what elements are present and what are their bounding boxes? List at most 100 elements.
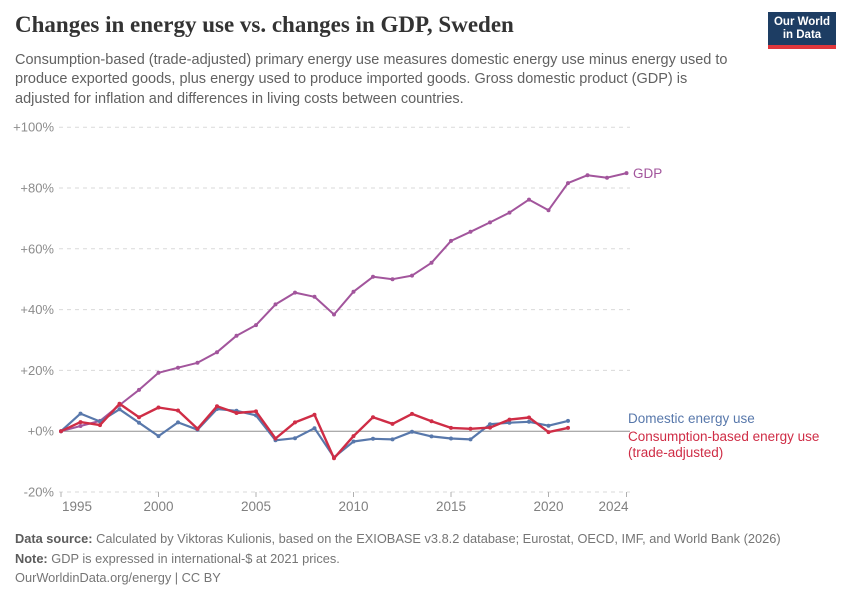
ytick-label--20: -20% <box>24 485 55 500</box>
data-point <box>488 220 492 225</box>
data-point <box>98 423 102 428</box>
data-point <box>624 171 629 176</box>
data-point <box>507 420 512 425</box>
data-point <box>332 312 336 317</box>
owid-logo: Our World in Data <box>768 12 836 49</box>
data-point <box>293 420 297 425</box>
data-point <box>371 436 375 441</box>
data-point <box>332 456 336 461</box>
data-point <box>449 425 453 430</box>
xtick-label-2000: 2000 <box>143 499 173 514</box>
footer-note-label: Note: <box>15 550 48 566</box>
data-point <box>137 415 141 420</box>
data-point <box>215 404 219 409</box>
series-label-consumption-based-energy-use: Consumption-based energy use <box>628 429 819 444</box>
data-point <box>293 290 297 295</box>
ytick-label-40: +40% <box>20 302 54 317</box>
xtick-label-2020: 2020 <box>533 499 563 514</box>
footer-license: OurWorldinData.org/energy | CC BY <box>15 570 221 585</box>
data-point <box>234 333 239 338</box>
page-title: Changes in energy use vs. changes in GDP… <box>15 12 514 37</box>
data-point <box>566 425 570 430</box>
data-point <box>273 436 278 441</box>
data-point <box>312 412 317 417</box>
data-point <box>254 323 258 328</box>
footer-datasource-text: Calculated by Viktoras Kulionis, based o… <box>96 531 781 546</box>
data-point <box>312 426 317 431</box>
data-point <box>546 423 551 428</box>
data-point <box>273 302 278 307</box>
data-point <box>429 260 434 265</box>
data-point <box>117 401 122 406</box>
series-line-gdp[interactable] <box>60 172 628 433</box>
chart-subtitle: Consumption-based (trade-adjusted) prima… <box>15 52 728 107</box>
data-point <box>390 437 395 442</box>
data-point <box>488 425 492 430</box>
data-point <box>156 370 161 375</box>
xtick-label-2005: 2005 <box>241 499 271 514</box>
footer-datasource: Data source: Calculated by Viktoras Kuli… <box>15 529 781 549</box>
owid-logo-stripe <box>768 45 836 49</box>
data-point <box>293 436 297 441</box>
data-point <box>488 422 492 427</box>
data-point <box>351 439 356 444</box>
data-point <box>351 289 356 294</box>
footer-note-text: GDP is expressed in international-$ at 2… <box>51 550 340 566</box>
data-point <box>410 429 414 434</box>
ytick-label-20: +20% <box>20 363 54 378</box>
data-point <box>410 273 414 278</box>
data-point <box>468 437 473 442</box>
data-point <box>254 409 258 414</box>
data-point <box>507 210 512 215</box>
data-point <box>507 417 512 422</box>
data-point <box>390 421 395 426</box>
data-point <box>176 408 180 413</box>
data-point <box>468 229 473 234</box>
data-point <box>234 411 239 415</box>
data-point <box>527 197 531 202</box>
footer-note: Note: GDP is expressed in international-… <box>15 549 781 569</box>
ytick-label-0: +0% <box>28 424 55 439</box>
series-label-gdp: GDP <box>633 166 662 181</box>
data-point <box>156 405 161 410</box>
xtick-label-2015: 2015 <box>436 499 466 514</box>
data-point <box>527 419 531 424</box>
data-point <box>117 407 122 412</box>
data-point <box>176 420 180 425</box>
data-point <box>468 426 473 431</box>
footer-datasource-label: Data source: <box>15 531 93 546</box>
data-point <box>390 277 395 282</box>
data-point <box>195 426 200 431</box>
data-point <box>371 415 375 420</box>
data-point <box>215 350 219 355</box>
data-point <box>410 411 414 416</box>
data-point <box>59 429 63 434</box>
data-point <box>566 181 570 186</box>
data-point <box>371 274 375 279</box>
xtick-label-2010: 2010 <box>338 499 368 514</box>
series-label-consumption-based-energy-use-line2: (trade-adjusted) <box>628 445 723 460</box>
data-point <box>176 365 180 370</box>
data-point <box>449 238 453 243</box>
data-point <box>546 430 551 435</box>
chart-footer: Data source: Calculated by Viktoras Kuli… <box>15 529 781 588</box>
series-label-domestic-energy-use: Domestic energy use <box>628 411 755 426</box>
data-point <box>527 415 531 420</box>
data-point <box>195 360 200 365</box>
data-point <box>585 173 590 178</box>
ytick-label-60: +60% <box>20 241 54 256</box>
data-point <box>312 294 317 299</box>
data-point <box>351 434 356 439</box>
data-point <box>429 434 434 439</box>
data-point <box>605 175 609 180</box>
xtick-label-1995: 1995 <box>62 499 92 514</box>
xtick-label-2024: 2024 <box>598 499 629 514</box>
data-point <box>137 420 141 425</box>
owid-logo-line1: Our World <box>773 15 830 28</box>
data-point <box>137 387 141 392</box>
series-markers-consumption-based-energy-use <box>59 401 570 461</box>
ytick-label-80: +80% <box>20 181 54 196</box>
data-point <box>449 436 453 441</box>
